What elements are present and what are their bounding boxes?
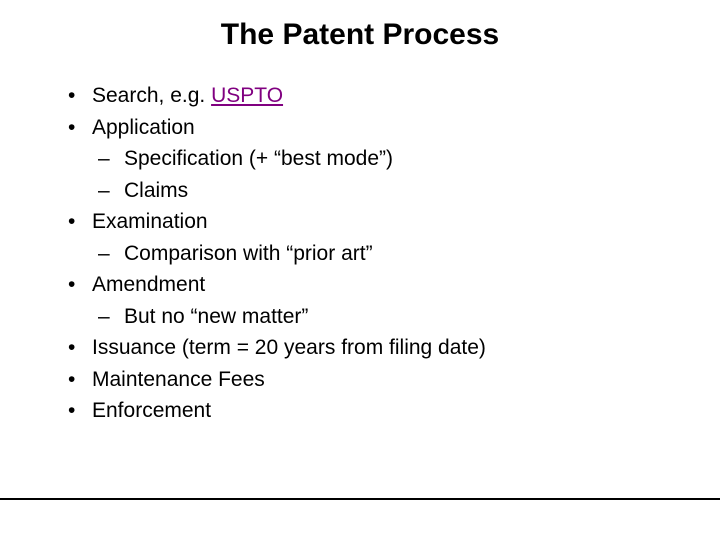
bullet-enforcement: Enforcement — [68, 395, 680, 427]
bullet-text: Specification (+ “best mode”) — [124, 147, 393, 170]
bullet-issuance: Issuance (term = 20 years from filing da… — [68, 332, 680, 364]
bullet-text: Search, e.g. — [92, 84, 211, 107]
subbullet-specification: Specification (+ “best mode”) — [68, 143, 680, 175]
bullet-text: Issuance (term = 20 years from filing da… — [92, 336, 486, 359]
bullet-text: But no “new matter” — [124, 305, 308, 328]
uspto-link[interactable]: USPTO — [211, 84, 283, 107]
bullet-amendment: Amendment — [68, 269, 680, 301]
slide: The Patent Process Search, e.g. USPTO Ap… — [0, 0, 720, 540]
bullet-application: Application — [68, 112, 680, 144]
bullet-text: Enforcement — [92, 399, 211, 422]
slide-content: Search, e.g. USPTO Application Specifica… — [40, 80, 680, 427]
bullet-text: Examination — [92, 210, 208, 233]
bullet-text: Application — [92, 116, 195, 139]
subbullet-claims: Claims — [68, 175, 680, 207]
subbullet-newmatter: But no “new matter” — [68, 301, 680, 333]
bullet-text: Comparison with “prior art” — [124, 242, 373, 265]
bullet-examination: Examination — [68, 206, 680, 238]
bullet-maintenance: Maintenance Fees — [68, 364, 680, 396]
subbullet-comparison: Comparison with “prior art” — [68, 238, 680, 270]
slide-title: The Patent Process — [40, 18, 680, 52]
horizontal-divider — [0, 498, 720, 500]
bullet-text: Amendment — [92, 273, 205, 296]
bullet-text: Maintenance Fees — [92, 368, 265, 391]
bullet-search: Search, e.g. USPTO — [68, 80, 680, 112]
bullet-text: Claims — [124, 179, 188, 202]
